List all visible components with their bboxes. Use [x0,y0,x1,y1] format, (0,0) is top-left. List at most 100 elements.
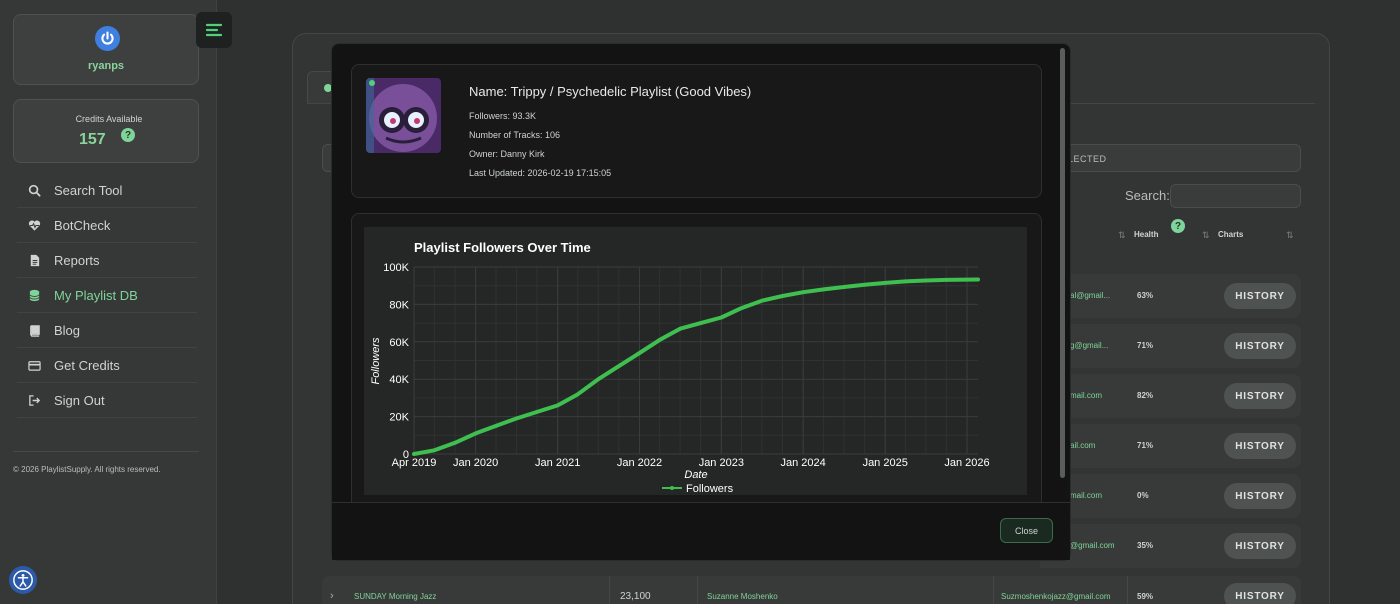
credits-card: Credits Available 157 ? [13,99,199,163]
data-point [514,416,519,421]
sidebar-item-botcheck[interactable]: BotCheck [17,208,197,243]
table-row[interactable]: mail.com 0% HISTORY [1040,474,1301,518]
column-divider [1127,576,1128,604]
book-icon [27,323,41,337]
owner-email[interactable]: g@gmail... [1070,341,1109,350]
data-point [576,392,580,396]
followers-info: Followers: 93.3K [469,111,537,121]
data-point [780,294,785,298]
modal-scrollbar[interactable] [1060,48,1065,478]
data-point [719,315,724,320]
history-button[interactable]: HISTORY [1224,333,1296,359]
data-point [657,338,662,342]
history-button[interactable]: HISTORY [1224,583,1296,604]
health-value: 59% [1137,592,1154,601]
sidebar-item-sign-out[interactable]: Sign Out [17,383,197,418]
sidebar: ryanps Credits Available 157 ? Search To… [0,0,217,604]
owner-email[interactable]: al@gmail... [1070,291,1111,300]
table-row[interactable]: g@gmail... 71% HISTORY [1040,324,1301,368]
data-point [473,431,478,436]
data-point [678,326,682,331]
search-icon [27,183,41,197]
power-icon[interactable] [95,26,120,51]
data-point [494,424,498,428]
history-button[interactable]: HISTORY [1224,433,1296,459]
table-row[interactable]: › SUNDAY Morning Jazz 23,100 Suzanne Mos… [322,576,1301,604]
table-row[interactable]: mail.com 82% HISTORY [1040,374,1301,418]
data-point [453,440,457,445]
close-button[interactable]: Close [1000,518,1053,543]
search-input[interactable] [1170,184,1301,208]
owner-info: Owner: Danny Kirk [469,149,545,159]
accessibility-icon[interactable] [9,566,37,594]
table-row[interactable]: al@gmail... 63% HISTORY [1040,274,1301,318]
data-point [923,278,928,283]
sidebar-item-label: Reports [54,252,100,268]
sort-icon[interactable]: ⇅ [1286,230,1294,240]
x-tick-label: Jan 2022 [617,457,662,469]
data-point [760,298,764,303]
sort-health-icon[interactable]: ⇅ [1118,230,1126,240]
sidebar-item-my-playlist-db[interactable]: My Playlist DB [17,278,197,313]
owner-email[interactable]: Suzmoshenkojazz@gmail.com [1001,592,1111,601]
health-value: 71% [1137,341,1154,350]
user-card: ryanps [13,14,199,85]
selected-filter[interactable]: LECTED [1040,144,1301,172]
data-point [842,285,846,289]
tracks-info: Number of Tracks: 106 [469,130,561,140]
y-tick-label: 80K [389,299,409,311]
x-tick-label: Apr 2019 [392,457,437,469]
followers-chart: Playlist Followers Over Time Apr 2019 Jan … [364,227,1027,495]
owner-email[interactable]: mail.com [1070,491,1103,500]
history-button[interactable]: HISTORY [1224,283,1296,309]
history-button[interactable]: HISTORY [1224,483,1296,509]
data-point [555,403,560,408]
sidebar-item-label: My Playlist DB [54,287,138,303]
data-point [801,290,805,295]
sidebar-item-get-credits[interactable]: Get Credits [17,348,197,383]
history-button[interactable]: HISTORY [1224,383,1296,409]
chevron-right-icon[interactable]: › [330,590,334,602]
owner-email[interactable]: @gmail.com [1070,541,1115,550]
column-header-health[interactable]: Health [1134,230,1159,239]
copyright-text: © 2026 PlaylistSupply. All rights reserv… [13,465,161,474]
playlist-name-title: Name: Trippy / Psychedelic Playlist (Goo… [469,84,752,99]
sort-charts-icon[interactable]: ⇅ [1202,230,1210,240]
heart-pulse-icon [27,218,41,232]
legend-label: Followers [686,483,734,495]
sidebar-item-label: Get Credits [54,357,120,373]
health-value: 71% [1137,441,1154,450]
search-label: Search: [1125,188,1170,203]
y-tick-label: 40K [389,374,409,386]
data-point [944,278,949,282]
playlist-name[interactable]: SUNDAY Morning Jazz [354,592,437,601]
health-help-icon[interactable]: ? [1171,219,1185,233]
playlist-info-card [351,64,1042,198]
sidebar-item-label: Search Tool [54,182,123,198]
owner-email[interactable]: ail.com [1070,441,1096,450]
sidebar-item-reports[interactable]: Reports [17,243,197,278]
y-tick-label: 60K [389,337,409,349]
sidebar-item-search-tool[interactable]: Search Tool [17,173,197,208]
table-row[interactable]: ail.com 71% HISTORY [1040,424,1301,468]
menu-toggle-button[interactable] [196,12,232,48]
document-icon [27,253,41,267]
column-divider [697,576,698,604]
column-header-charts[interactable]: Charts [1218,230,1244,239]
owner-email[interactable]: mail.com [1070,391,1103,400]
x-tick-label: Jan 2024 [781,457,826,469]
data-point [862,282,867,287]
data-point [821,287,826,292]
sidebar-item-blog[interactable]: Blog [17,313,197,348]
sidebar-item-label: Sign Out [54,392,105,408]
data-point [617,364,621,368]
sign-out-icon [27,393,41,407]
x-tick-label: Jan 2023 [699,457,744,469]
y-tick-label: 0 [403,449,409,461]
credits-value: 157 [79,131,106,148]
credit-card-icon [27,358,41,372]
owner-name[interactable]: Suzanne Moshenko [707,592,778,601]
table-row[interactable]: @gmail.com 35% HISTORY [1040,524,1301,568]
credits-help-icon[interactable]: ? [121,128,135,142]
history-button[interactable]: HISTORY [1224,533,1296,559]
